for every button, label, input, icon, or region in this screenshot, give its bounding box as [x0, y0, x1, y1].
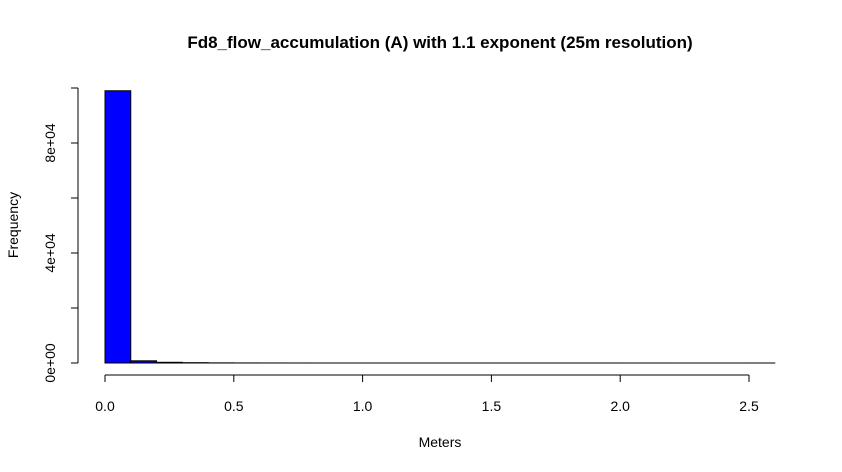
- y-axis-label: Frequency: [5, 192, 21, 258]
- x-axis: 0.0 0.5 1.0 1.5 2.0 2.5: [95, 374, 759, 414]
- x-axis-label: Meters: [419, 434, 462, 450]
- histogram-bars: [104, 90, 776, 364]
- x-tick-label: 0.0: [95, 398, 115, 414]
- x-tick-label: 0.5: [224, 398, 244, 414]
- histogram-bar: [104, 90, 132, 364]
- x-tick-label: 2.5: [739, 398, 759, 414]
- x-tick-label: 2.0: [610, 398, 630, 414]
- y-tick-label: 0e+00: [42, 343, 58, 383]
- x-tick-label: 1.5: [482, 398, 502, 414]
- x-tick-label: 1.0: [353, 398, 373, 414]
- chart-title: Fd8_flow_accumulation (A) with 1.1 expon…: [187, 33, 692, 52]
- y-tick-label: 8e+04: [42, 123, 58, 163]
- y-axis: 0e+00 4e+04 8e+04: [42, 87, 79, 383]
- y-tick-label: 4e+04: [42, 233, 58, 273]
